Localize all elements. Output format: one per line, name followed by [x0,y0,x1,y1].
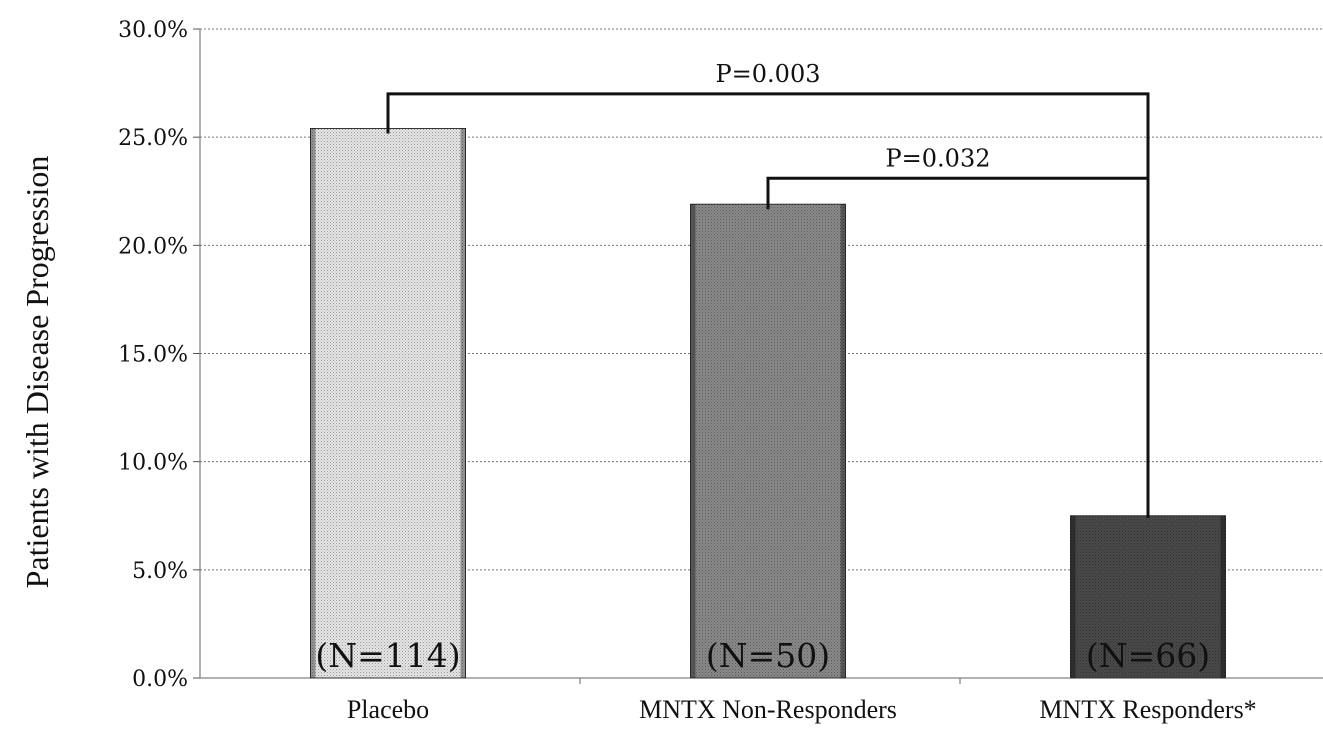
significance-brackets [386,92,1150,518]
y-tick-label: 0.0% [132,667,188,692]
bar-edge [1070,515,1076,678]
bar-edge [460,128,466,679]
y-tick-label: 5.0% [132,559,188,584]
y-tick-label: 25.0% [118,126,188,151]
bar-texture [1070,515,1226,678]
y-tick-label: 20.0% [118,234,188,259]
p-value-label: P=0.032 [886,144,991,172]
x-tick-label: MNTX Non-Responders [639,695,897,724]
p-value-label: P=0.003 [716,60,821,88]
bar-texture [310,128,466,679]
bar-edge [1220,515,1226,678]
y-tick-label: 15.0% [118,343,188,368]
n-label: (N=50) [706,636,830,675]
labels: 0.0% 5.0% 10.0% 15.0% 20.0% 25.0% 30.0% Placebo… [118,18,1257,724]
y-tick-label: 30.0% [118,18,188,43]
significance-bracket [766,176,1150,518]
n-label: (N=66) [1086,636,1210,675]
bar-edge [690,204,696,679]
n-label: (N=114) [315,636,460,675]
y-tick-label: 10.0% [118,451,188,476]
x-tick-label: Placebo [347,695,429,724]
bar-edge [310,128,316,679]
y-axis-label: Patients with Disease Progression [19,156,55,589]
bar-texture [690,204,846,679]
bar-edge [840,204,846,679]
bars [310,128,1226,679]
x-tick-label: MNTX Responders* [1039,695,1256,724]
